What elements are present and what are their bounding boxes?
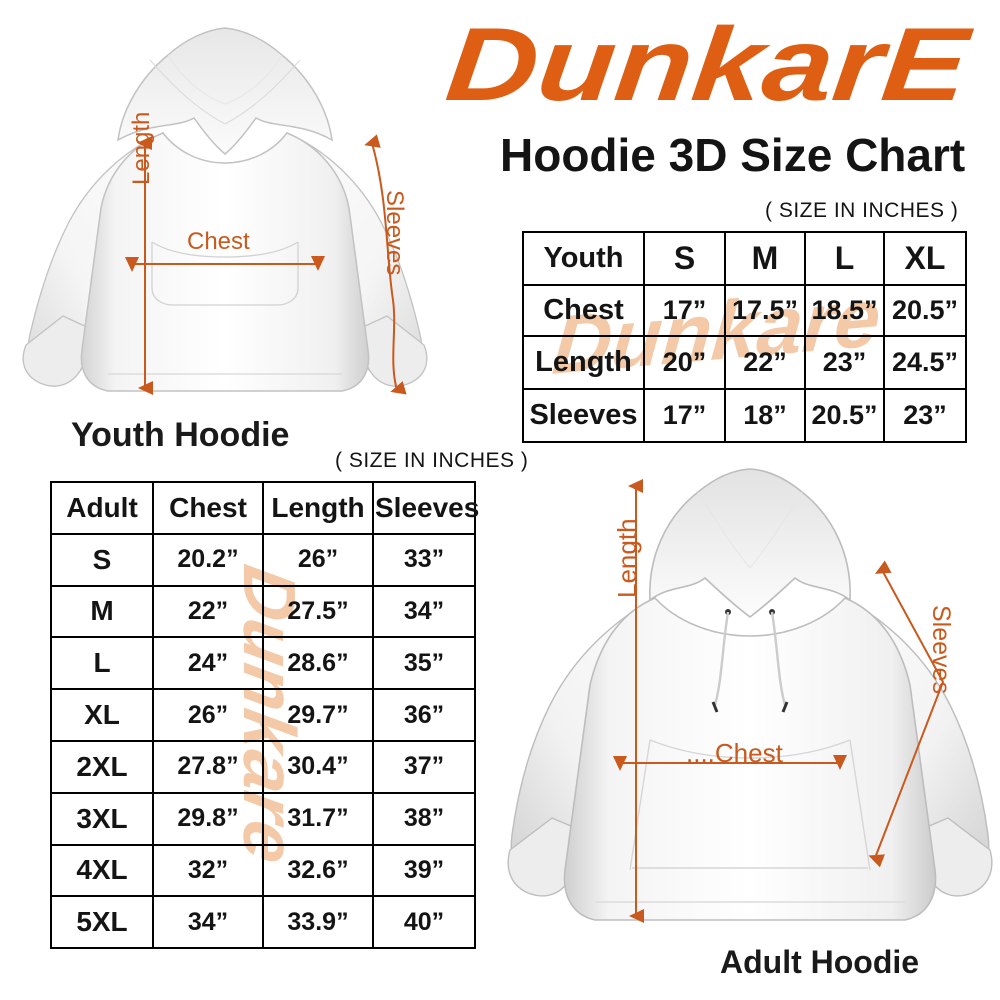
svg-text:DunkarE: DunkarE [446, 7, 977, 123]
